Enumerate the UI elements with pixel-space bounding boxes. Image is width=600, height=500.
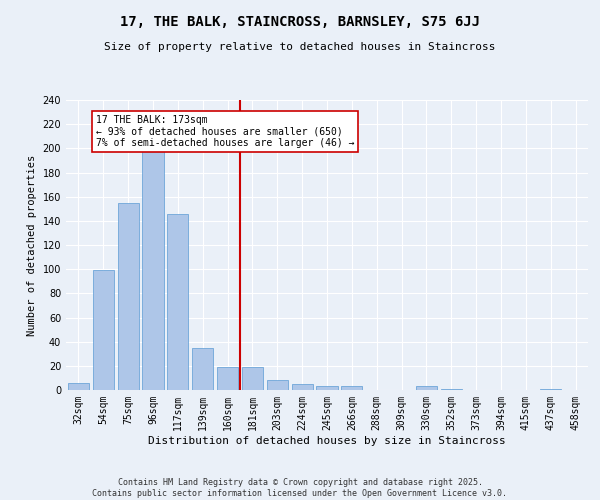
Text: 17, THE BALK, STAINCROSS, BARNSLEY, S75 6JJ: 17, THE BALK, STAINCROSS, BARNSLEY, S75 …: [120, 15, 480, 29]
Bar: [167, 214, 188, 390]
Bar: [93, 270, 114, 390]
Bar: [292, 384, 313, 390]
X-axis label: Distribution of detached houses by size in Staincross: Distribution of detached houses by size …: [148, 436, 506, 446]
Bar: [441, 389, 462, 390]
Text: 17 THE BALK: 173sqm
← 93% of detached houses are smaller (650)
7% of semi-detach: 17 THE BALK: 173sqm ← 93% of detached ho…: [96, 114, 355, 148]
Bar: [118, 202, 139, 390]
Bar: [316, 386, 338, 390]
Bar: [192, 348, 213, 390]
Bar: [217, 367, 238, 390]
Bar: [416, 386, 437, 390]
Bar: [267, 380, 288, 390]
Bar: [142, 147, 164, 390]
Y-axis label: Number of detached properties: Number of detached properties: [27, 154, 37, 336]
Bar: [242, 367, 263, 390]
Bar: [540, 389, 561, 390]
Text: Contains HM Land Registry data © Crown copyright and database right 2025.
Contai: Contains HM Land Registry data © Crown c…: [92, 478, 508, 498]
Bar: [341, 386, 362, 390]
Bar: [68, 383, 89, 390]
Text: Size of property relative to detached houses in Staincross: Size of property relative to detached ho…: [104, 42, 496, 52]
